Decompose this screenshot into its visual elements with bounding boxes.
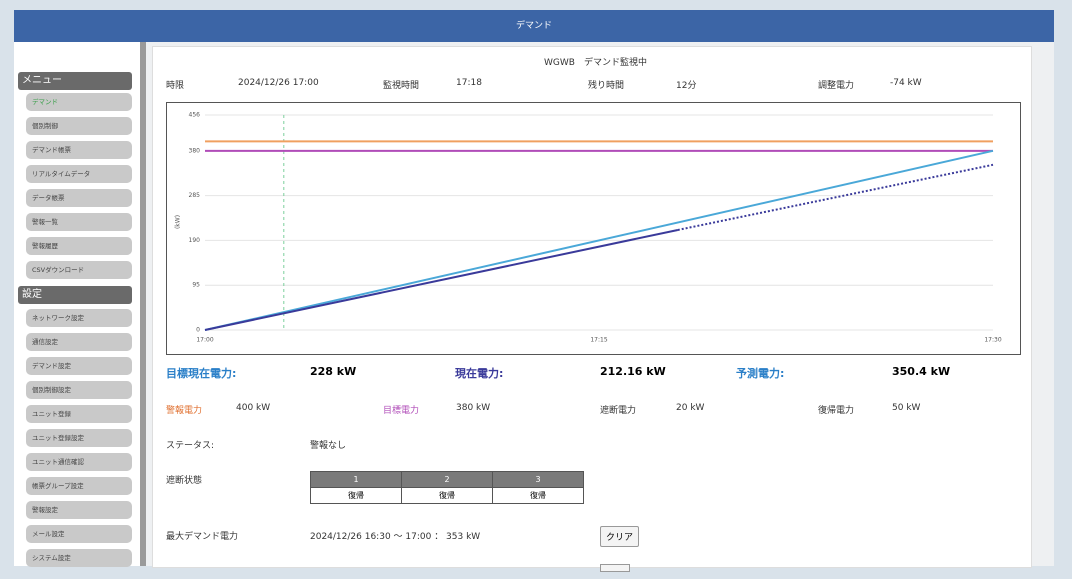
series-line bbox=[204, 149, 994, 331]
settings-item[interactable]: 通信設定 bbox=[26, 333, 132, 351]
info-label: 調整電力 bbox=[818, 81, 855, 91]
summary-label: 現在電力: bbox=[455, 367, 504, 380]
cutoff-header: 3 bbox=[492, 471, 584, 488]
info-value: 2024/12/26 17:00 bbox=[238, 78, 319, 88]
settings-item[interactable]: ユニット登録設定 bbox=[26, 429, 132, 447]
cutoff-value: 復帰 bbox=[492, 487, 584, 504]
settings-item[interactable]: 警報設定 bbox=[26, 501, 132, 519]
setting-value: 400 kW bbox=[236, 403, 271, 413]
divider bbox=[140, 42, 146, 566]
info-label: 監視時間 bbox=[383, 81, 420, 91]
summary-label: 目標現在電力: bbox=[166, 367, 237, 380]
cutoff-value: 復帰 bbox=[401, 487, 493, 504]
summary-value: 212.16 kW bbox=[600, 365, 666, 378]
y-tick-label: 190 bbox=[189, 237, 201, 244]
status-value: 警報なし bbox=[310, 441, 347, 451]
setting-value: 380 kW bbox=[456, 403, 491, 413]
cutoff-label: 遮断状態 bbox=[166, 476, 203, 486]
y-tick-label: 95 bbox=[192, 282, 200, 289]
settings-item[interactable]: デマンド設定 bbox=[26, 357, 132, 375]
x-tick-label: 17:00 bbox=[196, 337, 213, 344]
series-line bbox=[204, 228, 679, 331]
settings-item[interactable]: ユニット登録 bbox=[26, 405, 132, 423]
status-label: ステータス: bbox=[166, 441, 215, 451]
chart: 0 95 190 285 380 456 17:00 17:15 17:30 (kW) bbox=[166, 102, 1021, 355]
settings-item[interactable]: ネットワーク設定 bbox=[26, 309, 132, 327]
info-value: 17:18 bbox=[456, 78, 482, 88]
menu-item[interactable]: デマンド帳票 bbox=[26, 141, 132, 159]
menu-item[interactable]: CSVダウンロード bbox=[26, 261, 132, 279]
series-line bbox=[677, 163, 994, 231]
menu-item[interactable]: リアルタイムデータ bbox=[26, 165, 132, 183]
x-tick-label: 17:30 bbox=[984, 337, 1001, 344]
y-tick-label: 380 bbox=[189, 147, 201, 154]
header: デマンド bbox=[14, 10, 1054, 42]
menu-item[interactable]: 個別制御 bbox=[26, 117, 132, 135]
summary-value: 228 kW bbox=[310, 365, 357, 378]
info-label: 残り時間 bbox=[588, 81, 625, 91]
chart-frame bbox=[166, 102, 1021, 355]
settings-item[interactable]: ユニット通信確認 bbox=[26, 453, 132, 471]
main-title: WGWB デマンド監視中 bbox=[544, 58, 647, 68]
y-tick-label: 0 bbox=[196, 327, 200, 334]
setting-label: 目標電力 bbox=[383, 406, 420, 416]
info-label: 時限 bbox=[166, 81, 185, 91]
settings-item[interactable]: 個別制御設定 bbox=[26, 381, 132, 399]
cutoff-value: 復帰 bbox=[310, 487, 402, 504]
cutoff-header: 2 bbox=[401, 471, 493, 488]
summary-label: 予測電力: bbox=[736, 367, 785, 380]
setting-value: 50 kW bbox=[892, 403, 921, 413]
settings-item[interactable]: システム設定 bbox=[26, 549, 132, 567]
menu-item[interactable]: デマンド bbox=[26, 93, 132, 111]
setting-value: 20 kW bbox=[676, 403, 705, 413]
y-tick-label: 456 bbox=[189, 112, 201, 119]
info-value: 12分 bbox=[676, 81, 697, 91]
settings-item[interactable]: メール設定 bbox=[26, 525, 132, 543]
button[interactable] bbox=[600, 564, 630, 572]
setting-label: 遮断電力 bbox=[600, 406, 637, 416]
cutoff-table: 1 2 3 復帰 復帰 復帰 bbox=[310, 471, 584, 504]
menu-item[interactable]: 警報履歴 bbox=[26, 237, 132, 255]
setting-label: 警報電力 bbox=[166, 406, 203, 416]
y-tick-label: 285 bbox=[189, 192, 201, 199]
summary-value: 350.4 kW bbox=[892, 365, 951, 378]
x-tick-label: 17:15 bbox=[590, 337, 607, 344]
y-axis-label: (kW) bbox=[175, 215, 182, 229]
menu-item[interactable]: 警報一覧 bbox=[26, 213, 132, 231]
info-value: -74 kW bbox=[890, 78, 922, 88]
settings-header: 設定 bbox=[18, 286, 132, 304]
menu-item[interactable]: データ帳票 bbox=[26, 189, 132, 207]
clear-button[interactable]: クリア bbox=[600, 526, 640, 547]
setting-label: 復帰電力 bbox=[818, 406, 855, 416]
menu-header: メニュー bbox=[18, 72, 132, 90]
settings-item[interactable]: 帳票グループ設定 bbox=[26, 477, 132, 495]
cutoff-header: 1 bbox=[310, 471, 402, 488]
max-label: 最大デマンド電力 bbox=[166, 532, 239, 542]
max-value: 2024/12/26 16:30 ～ 17:00 ： 353 kW bbox=[310, 532, 481, 542]
